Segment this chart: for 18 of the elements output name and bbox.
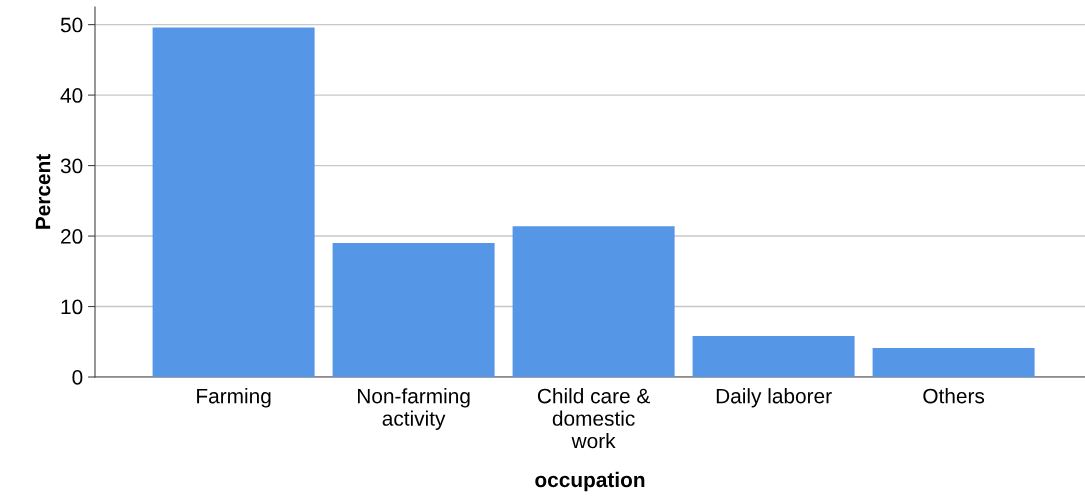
y-tick-label: 10 (61, 299, 83, 315)
bar (512, 226, 675, 377)
bar (152, 27, 315, 377)
y-tick-label: 30 (60, 158, 83, 174)
bar (872, 348, 1035, 377)
y-tick-label: 20 (61, 229, 83, 244)
y-tick-label: 40 (60, 88, 83, 103)
bar (692, 336, 855, 377)
x-tick-label: Daily laborer (716, 388, 832, 408)
x-tick-label: Others (923, 388, 985, 404)
x-tick-label: Non-farming activity (358, 388, 470, 430)
x-tick-label: Child care & domestic work (537, 388, 651, 449)
y-axis-title: Percent (35, 154, 51, 229)
bar (332, 243, 495, 377)
y-tick-label: 0 (72, 370, 83, 385)
y-tick-label: 50 (60, 17, 83, 33)
x-tick-label: Farming (197, 388, 271, 408)
x-axis-title: occupation (535, 471, 645, 492)
